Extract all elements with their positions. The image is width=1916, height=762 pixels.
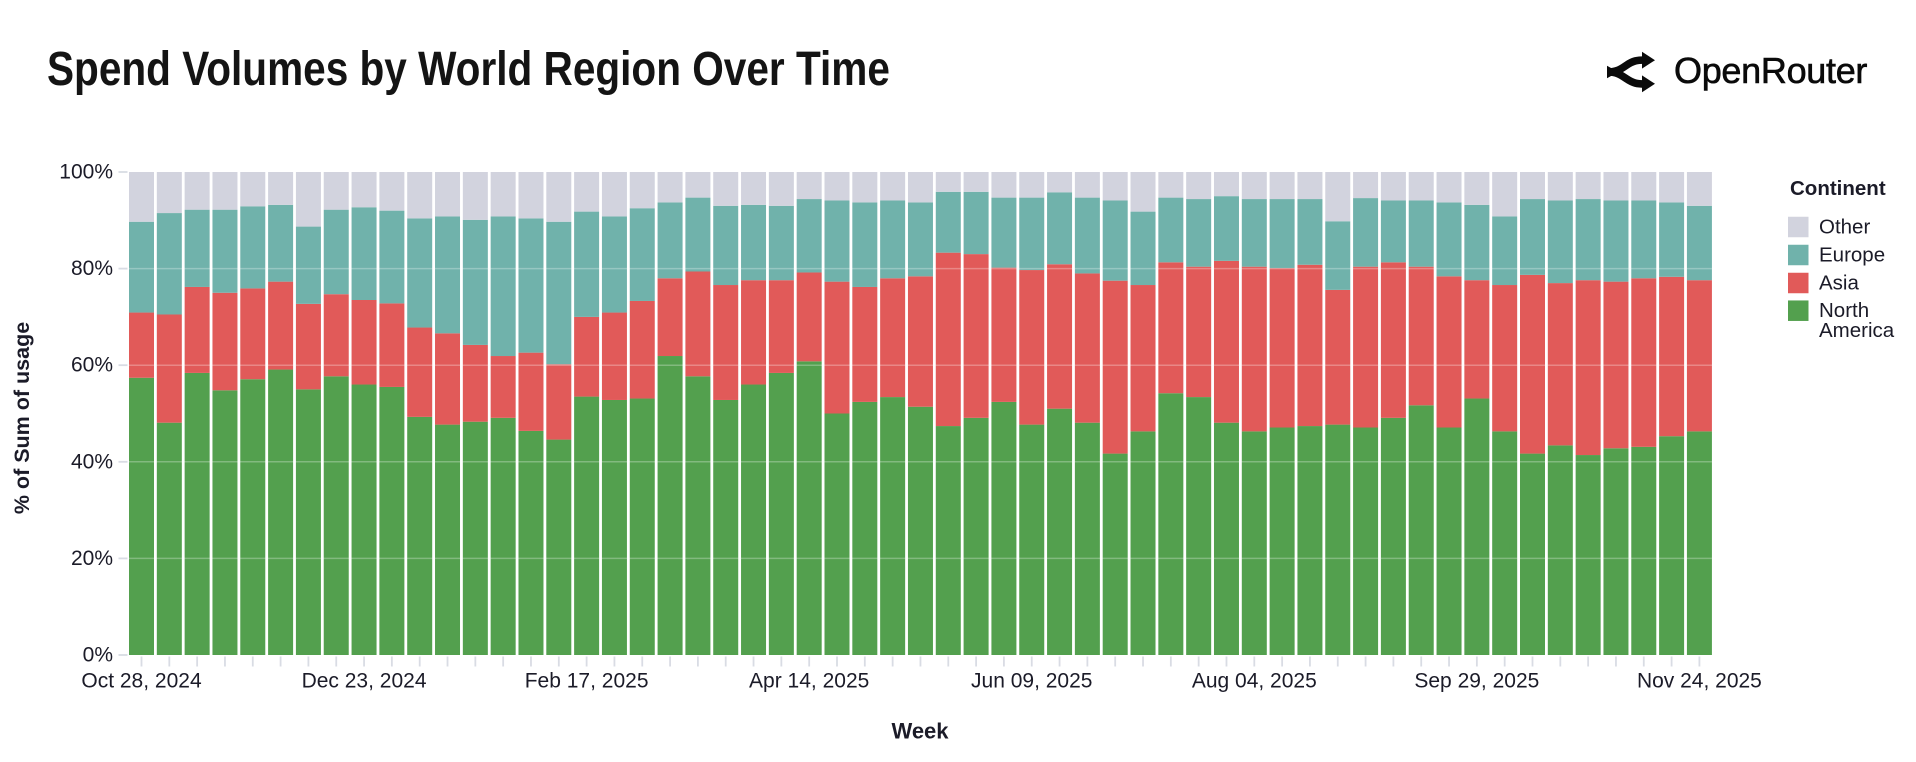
svg-text:America: America bbox=[1819, 319, 1895, 342]
svg-text:Other: Other bbox=[1819, 216, 1870, 239]
svg-text:80%: 80% bbox=[71, 257, 113, 280]
svg-text:Jun 09, 2025: Jun 09, 2025 bbox=[971, 670, 1092, 693]
svg-text:Feb 17, 2025: Feb 17, 2025 bbox=[525, 670, 649, 693]
svg-text:Continent: Continent bbox=[1790, 177, 1886, 200]
svg-text:40%: 40% bbox=[71, 450, 113, 473]
svg-text:Week: Week bbox=[891, 719, 949, 744]
svg-text:100%: 100% bbox=[59, 161, 113, 184]
svg-text:Europe: Europe bbox=[1819, 244, 1885, 267]
svg-text:% of Sum of usage: % of Sum of usage bbox=[10, 322, 34, 514]
svg-text:Asia: Asia bbox=[1819, 272, 1859, 295]
svg-text:Apr 14, 2025: Apr 14, 2025 bbox=[749, 670, 869, 693]
svg-text:Sep 29, 2025: Sep 29, 2025 bbox=[1414, 670, 1539, 693]
svg-text:20%: 20% bbox=[71, 547, 113, 570]
svg-text:60%: 60% bbox=[71, 354, 113, 377]
svg-text:Nov 24, 2025: Nov 24, 2025 bbox=[1637, 670, 1762, 693]
svg-text:Aug 04, 2025: Aug 04, 2025 bbox=[1192, 670, 1317, 693]
svg-text:North: North bbox=[1819, 299, 1869, 322]
svg-text:Dec 23, 2024: Dec 23, 2024 bbox=[302, 670, 427, 693]
svg-text:Oct 28, 2024: Oct 28, 2024 bbox=[81, 670, 202, 693]
svg-text:0%: 0% bbox=[83, 644, 113, 667]
